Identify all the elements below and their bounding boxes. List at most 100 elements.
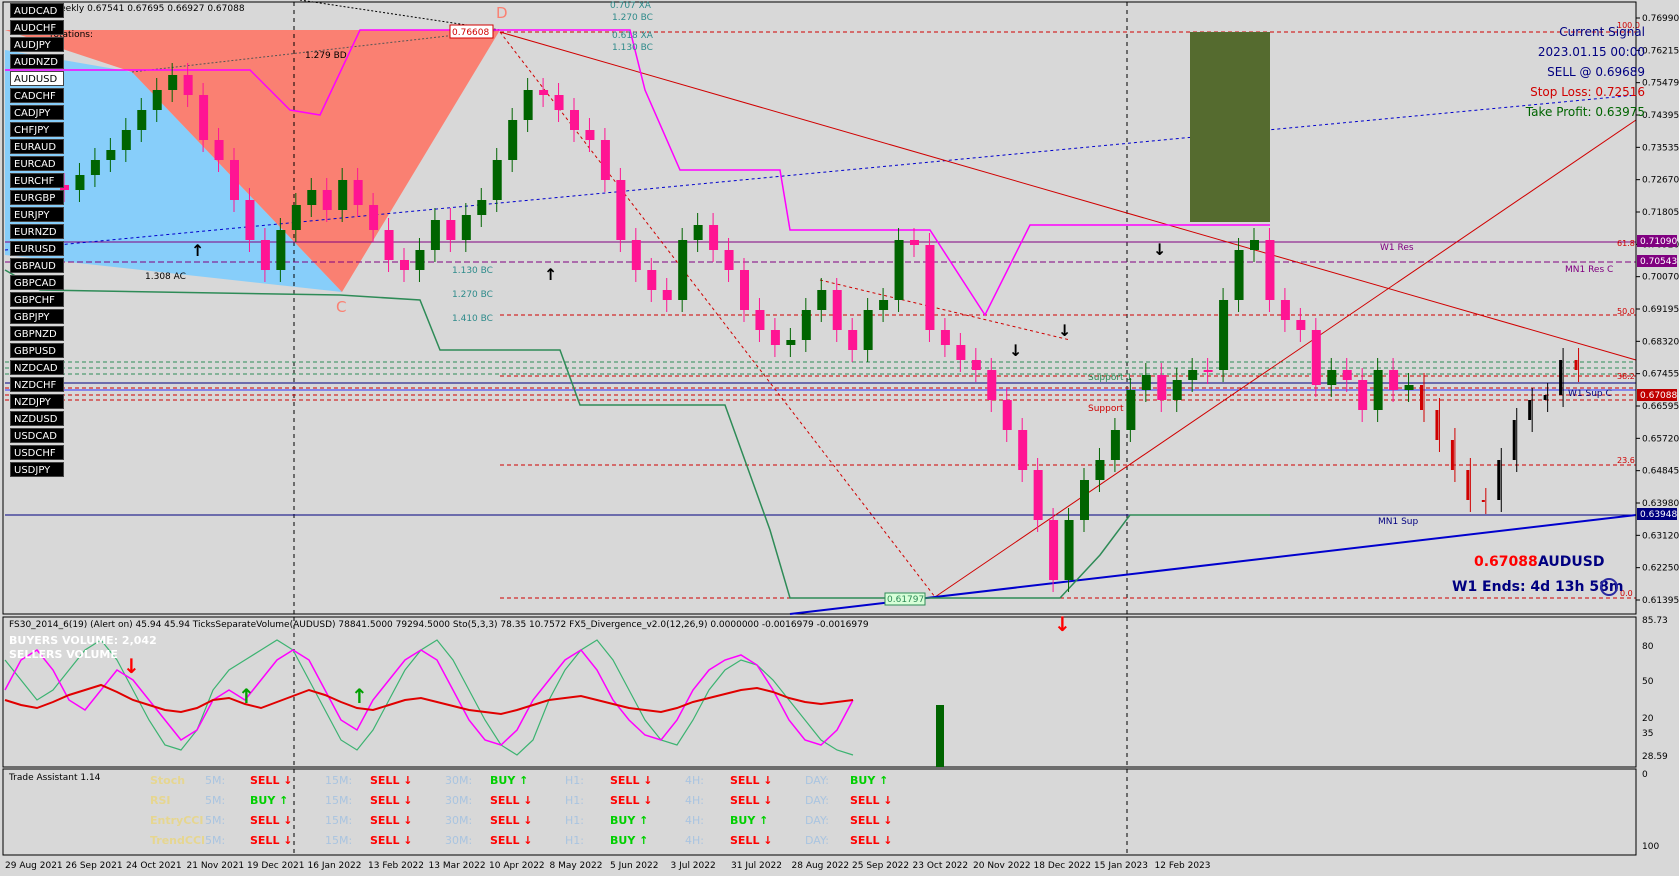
symbol-button-audcad[interactable]: AUDCAD — [10, 3, 64, 18]
candle — [1327, 370, 1337, 385]
symbol-button-gbpnzd[interactable]: GBPNZD — [10, 326, 64, 341]
signal-date: 2023.01.15 00:00 — [1537, 45, 1645, 59]
date-tick: 3 Jul 2022 — [671, 861, 716, 871]
symbol-button-nzdchf[interactable]: NZDCHF — [10, 377, 64, 392]
ta-signal: SELL ↓ — [250, 774, 293, 787]
ta-timeframe: DAY: — [805, 774, 829, 787]
symbol-button-gbpchf[interactable]: GBPCHF — [10, 292, 64, 307]
symbol-button-gbpcad[interactable]: GBPCAD — [10, 275, 64, 290]
support-step-line — [4, 269, 1270, 599]
ta-signal: SELL ↓ — [610, 774, 653, 787]
symbol-button-euraud[interactable]: EURAUD — [10, 139, 64, 154]
signal-action: SELL @ 0.69689 — [1547, 65, 1645, 79]
symbol-button-audjpy[interactable]: AUDJPY — [10, 37, 64, 52]
symbol-button-usdchf[interactable]: USDCHF — [10, 445, 64, 460]
price-tick: 0.64845 — [1642, 467, 1679, 477]
candle — [338, 180, 348, 210]
candle — [307, 190, 317, 205]
svg-text:↓: ↓ — [1058, 321, 1071, 340]
date-tick: 24 Oct 2021 — [126, 861, 182, 871]
symbol-button-audusd[interactable]: AUDUSD — [10, 71, 64, 86]
date-axis: 29 Aug 2021 26 Sep 2021 24 Oct 2021 21 Nov … — [5, 861, 1211, 871]
symbol-button-cadjpy[interactable]: CADJPY — [10, 105, 64, 120]
svg-text:1.270 BC: 1.270 BC — [612, 13, 653, 23]
svg-text:↑: ↑ — [544, 265, 557, 284]
svg-text:0.0: 0.0 — [1620, 589, 1633, 598]
date-tick: 26 Sep 2021 — [66, 861, 123, 871]
ta-timeframe: H1: — [565, 794, 584, 807]
ta-signal: SELL ↓ — [730, 794, 773, 807]
date-tick: 13 Mar 2022 — [429, 861, 486, 871]
candle — [137, 110, 147, 130]
candle — [60, 185, 69, 190]
candle — [400, 260, 409, 270]
ta-signal: SELL ↓ — [370, 834, 413, 847]
svg-text:D: D — [496, 4, 508, 22]
date-tick: 8 May 2022 — [550, 861, 603, 871]
candle — [770, 330, 780, 345]
candle — [230, 160, 239, 200]
svg-text:100.0: 100.0 — [1617, 21, 1640, 30]
stop-loss: Stop Loss: 0.72516 — [1530, 85, 1645, 99]
price-tick: 0.68320 — [1642, 337, 1679, 347]
candle — [245, 200, 255, 240]
symbol-button-usdcad[interactable]: USDCAD — [10, 428, 64, 443]
date-tick: 28 Aug 2022 — [792, 861, 850, 871]
candle — [1172, 380, 1182, 400]
signal-heading: Current Signal — [1559, 25, 1645, 39]
current-price: 0.67088 — [1474, 554, 1538, 570]
ta-signal: SELL ↓ — [610, 794, 653, 807]
candle — [1188, 370, 1198, 380]
candle — [1342, 370, 1352, 380]
date-tick: 19 Dec 2021 — [247, 861, 305, 871]
symbol-button-eurgbp[interactable]: EURGBP — [10, 190, 64, 205]
price-tick: 0.72670 — [1642, 176, 1679, 186]
symbol-button-chfjpy[interactable]: CHFJPY — [10, 122, 64, 137]
ta-signal: BUY ↑ — [730, 814, 769, 827]
ta-signal: SELL ↓ — [730, 834, 773, 847]
symbol-button-gbpjpy[interactable]: GBPJPY — [10, 309, 64, 324]
candle — [1450, 440, 1454, 470]
resistance-step-line — [5, 29, 1270, 317]
candle — [817, 290, 827, 310]
date-tick: 25 Sep 2022 — [852, 861, 909, 871]
indicator-scale-tick: 28.59 — [1642, 752, 1668, 762]
candle — [492, 160, 502, 200]
symbol-button-eurusd[interactable]: EURUSD — [10, 241, 64, 256]
symbol-button-cadchf[interactable]: CADCHF — [10, 88, 64, 103]
symbol-button-eurchf[interactable]: EURCHF — [10, 173, 64, 188]
candle — [755, 310, 765, 330]
candle — [461, 215, 471, 240]
symbol-button-nzdusd[interactable]: NZDUSD — [10, 411, 64, 426]
svg-text:C: C — [336, 298, 346, 316]
ta-signal: SELL ↓ — [490, 834, 533, 847]
price-tick: 0.76215 — [1642, 46, 1679, 56]
ta-timeframe: 5M: — [205, 794, 226, 807]
candle — [276, 230, 286, 270]
symbol-button-nzdjpy[interactable]: NZDJPY — [10, 394, 64, 409]
symbol-button-gbpusd[interactable]: GBPUSD — [10, 343, 64, 358]
sellers-volume: SELLERS VOLUME — [9, 648, 118, 661]
symbol-button-usdjpy[interactable]: USDJPY — [10, 462, 64, 477]
ta-timeframe: H1: — [565, 834, 584, 847]
ta-signal: BUY ↑ — [490, 774, 529, 787]
price-tick: 0.66595 — [1642, 402, 1679, 412]
candle — [1389, 370, 1399, 390]
date-tick: 16 Jan 2022 — [308, 861, 362, 871]
candle — [1080, 480, 1089, 520]
symbol-button-gbpaud[interactable]: GBPAUD — [10, 258, 64, 273]
symbol-button-nzdcad[interactable]: NZDCAD — [10, 360, 64, 375]
symbol-button-eurjpy[interactable]: EURJPY — [10, 207, 64, 222]
svg-text:1.130 BC: 1.130 BC — [612, 43, 653, 53]
ta-timeframe: 5M: — [205, 814, 226, 827]
ta-signal: BUY ↑ — [610, 814, 649, 827]
symbol-button-eurnzd[interactable]: EURNZD — [10, 224, 64, 239]
symbol-button-audnzd[interactable]: AUDNZD — [10, 54, 64, 69]
candle — [1095, 460, 1105, 480]
svg-text:23.6: 23.6 — [1617, 456, 1635, 465]
candle — [1033, 470, 1043, 520]
symbol-button-audchf[interactable]: AUDCHF — [10, 20, 64, 35]
candle — [570, 110, 579, 130]
symbol-button-eurcad[interactable]: EURCAD — [10, 156, 64, 171]
